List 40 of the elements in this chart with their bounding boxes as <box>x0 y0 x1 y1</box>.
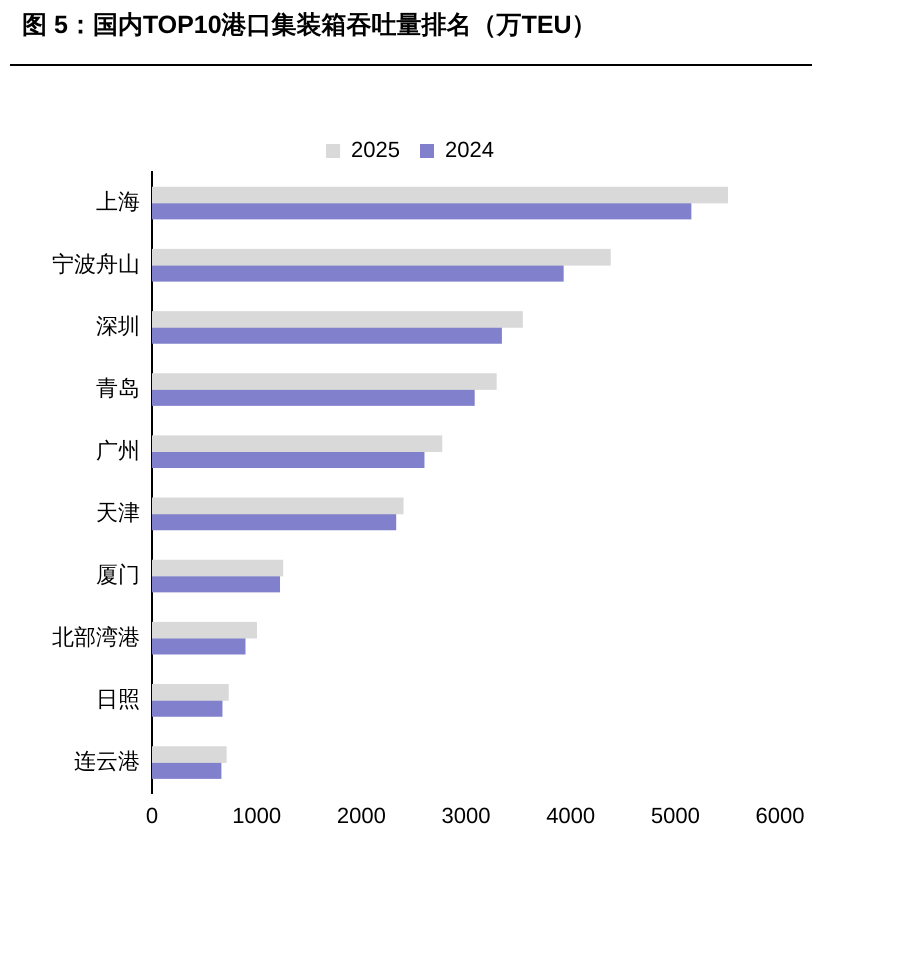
y-tick-label: 日照 <box>96 686 140 712</box>
bar <box>152 498 404 514</box>
x-tick-label: 3000 <box>442 802 490 828</box>
x-tick-label: 4000 <box>546 802 596 828</box>
bar <box>152 451 424 468</box>
bar <box>152 248 611 266</box>
bar <box>152 700 222 717</box>
y-tick-label: 上海 <box>96 189 140 214</box>
bar <box>152 389 475 406</box>
bar <box>152 327 502 344</box>
legend-label: 2025 <box>351 137 400 162</box>
bar <box>152 311 523 328</box>
x-tick-label: 6000 <box>756 802 804 828</box>
y-tick-label: 厦门 <box>96 562 140 588</box>
bar <box>152 638 246 655</box>
bar <box>152 684 229 701</box>
bar <box>152 622 257 639</box>
bar <box>152 264 564 282</box>
x-tick-label: 5000 <box>650 802 700 828</box>
bar <box>152 560 284 576</box>
bar <box>152 514 396 530</box>
y-tick-label: 北部湾港 <box>52 624 140 650</box>
bar <box>152 202 692 220</box>
y-tick-label: 天津 <box>96 500 140 525</box>
x-tick-label: 2000 <box>336 802 386 828</box>
x-tick-label: 0 <box>146 802 158 828</box>
y-tick-label: 宁波舟山 <box>52 251 140 276</box>
y-tick-label: 青岛 <box>96 376 140 401</box>
bar <box>152 186 728 204</box>
bar <box>152 435 442 452</box>
legend-label: 2024 <box>445 137 494 162</box>
y-tick-label: 深圳 <box>96 313 140 338</box>
bar <box>152 762 222 779</box>
chart-title: 图 5：国内TOP10港口集装箱吞吐量排名（万TEU） <box>22 10 597 41</box>
bar <box>152 746 227 763</box>
bar <box>152 373 497 390</box>
y-tick-label: 广州 <box>96 438 140 463</box>
bar <box>152 576 280 592</box>
y-tick-label: 连云港 <box>74 748 140 774</box>
x-tick-label: 1000 <box>232 802 282 828</box>
